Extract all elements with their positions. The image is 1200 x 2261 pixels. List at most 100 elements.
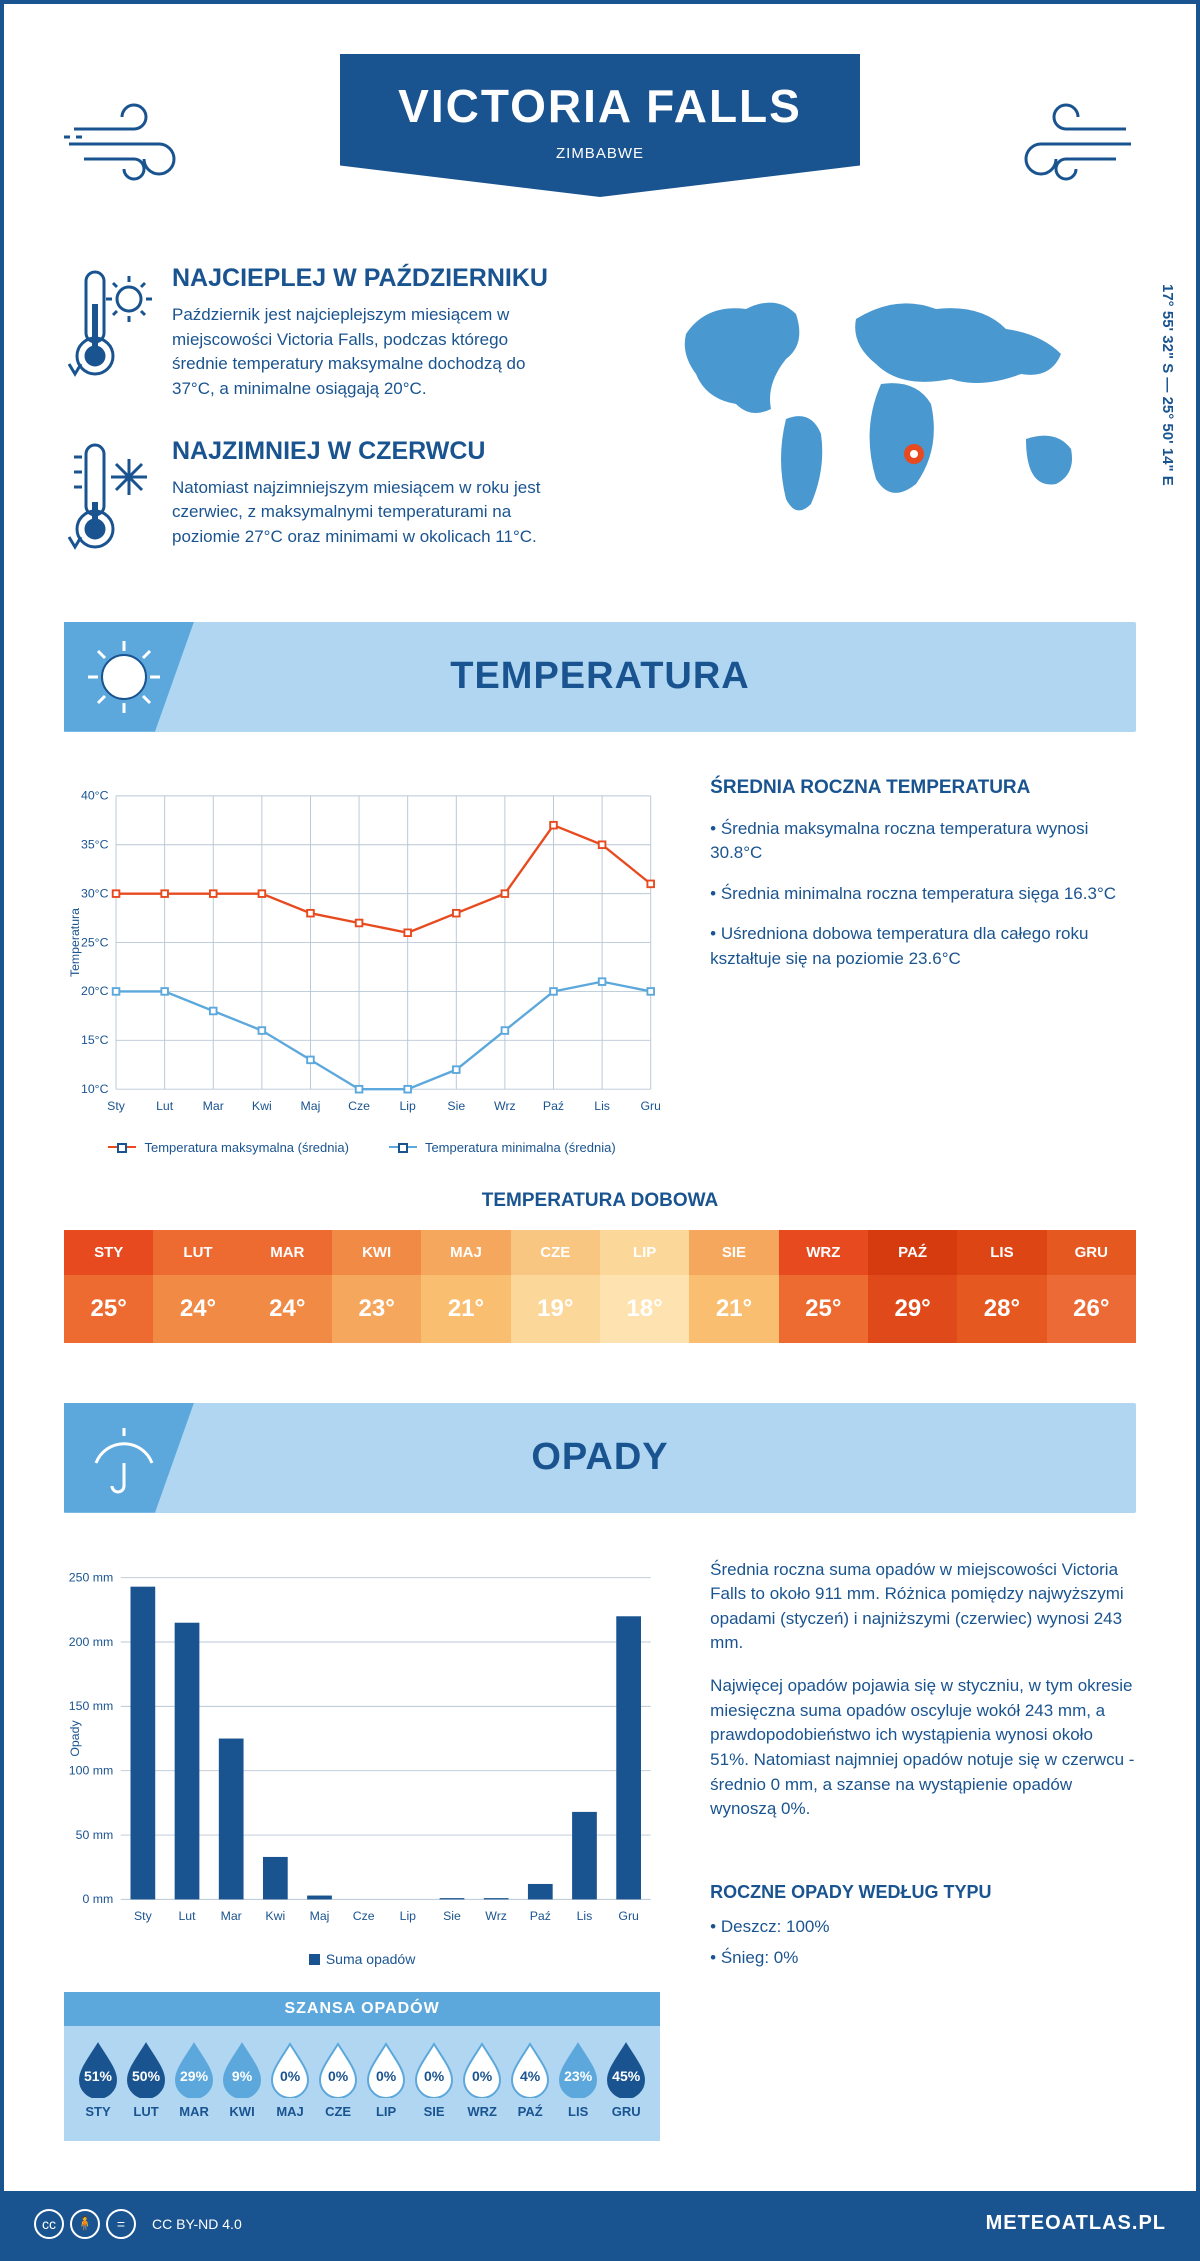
page-title: VICTORIA FALLS (340, 79, 860, 133)
world-map (656, 264, 1136, 544)
daily-month: WRZ (779, 1230, 868, 1275)
thermometer-cold-icon (64, 437, 154, 557)
nd-icon: = (106, 2209, 136, 2239)
wind-icon (986, 89, 1136, 199)
svg-text:15°C: 15°C (81, 1033, 109, 1047)
daily-value: 26° (1047, 1275, 1136, 1343)
svg-text:Gru: Gru (640, 1099, 660, 1113)
svg-text:Kwi: Kwi (252, 1099, 272, 1113)
precip-type-item: • Deszcz: 100% (710, 1915, 1136, 1940)
rain-chance-item: 29% MAR (170, 2040, 218, 2119)
legend-max: Temperatura maksymalna (średnia) (108, 1140, 348, 1155)
svg-text:200 mm: 200 mm (69, 1634, 113, 1648)
thermometer-hot-icon (64, 264, 154, 384)
temp-bullet: • Średnia minimalna roczna temperatura s… (710, 882, 1136, 907)
svg-text:Temperatura: Temperatura (68, 907, 82, 976)
rain-chance-item: 4% PAŹ (506, 2040, 554, 2119)
coordinates: 17° 55' 32" S — 25° 50' 14" E (1159, 284, 1176, 486)
precip-type-item: • Śnieg: 0% (710, 1946, 1136, 1971)
svg-text:Maj: Maj (301, 1099, 321, 1113)
rain-chance-item: 0% LIP (362, 2040, 410, 2119)
page-subtitle: ZIMBABWE (340, 145, 860, 162)
cold-summary: NAJZIMNIEJ W CZERWCU Natomiast najzimnie… (64, 437, 616, 557)
svg-text:Mar: Mar (221, 1909, 242, 1923)
footer: cc 🧍 = CC BY-ND 4.0 METEOATLAS.PL (4, 2191, 1196, 2257)
daily-month: LIP (600, 1230, 689, 1275)
svg-text:250 mm: 250 mm (69, 1570, 113, 1584)
temp-bullet: • Uśredniona dobowa temperatura dla całe… (710, 922, 1136, 971)
svg-text:Sty: Sty (134, 1909, 153, 1923)
svg-text:Sty: Sty (107, 1099, 126, 1113)
rain-chance-box: SZANSA OPADÓW 51% STY 50% LUT 29% MAR 9% (64, 1992, 660, 2141)
rain-chance-item: 51% STY (74, 2040, 122, 2119)
daily-value: 21° (689, 1275, 778, 1343)
svg-text:35°C: 35°C (81, 837, 109, 851)
rain-chance-item: 0% MAJ (266, 2040, 314, 2119)
rain-chance-item: 45% GRU (602, 2040, 650, 2119)
temperature-line-chart: 10°C15°C20°C25°C30°C35°C40°CStyLutMarKwi… (64, 777, 660, 1127)
legend-min: Temperatura minimalna (średnia) (389, 1140, 616, 1155)
daily-value: 28° (957, 1275, 1046, 1343)
daily-value: 21° (421, 1275, 510, 1343)
rain-chance-item: 50% LUT (122, 2040, 170, 2119)
hot-title: NAJCIEPLEJ W PAŹDZIERNIKU (172, 264, 552, 293)
svg-text:Lip: Lip (399, 1099, 416, 1113)
daily-month: LIS (957, 1230, 1046, 1275)
daily-value: 18° (600, 1275, 689, 1343)
svg-text:Gru: Gru (618, 1909, 639, 1923)
svg-text:Lis: Lis (577, 1909, 593, 1923)
temperature-section-banner: TEMPERATURA (64, 622, 1136, 732)
rain-chance-item: 0% WRZ (458, 2040, 506, 2119)
daily-temp-values: 25°24°24°23°21°19°18°21°25°29°28°26° (64, 1275, 1136, 1343)
hot-text: Październik jest najcieplejszym miesiące… (172, 303, 552, 402)
license-text: CC BY-ND 4.0 (152, 2216, 242, 2232)
precip-text-1: Średnia roczna suma opadów w miejscowośc… (710, 1558, 1136, 1657)
daily-value: 23° (332, 1275, 421, 1343)
daily-month: PAŹ (868, 1230, 957, 1275)
daily-month: GRU (1047, 1230, 1136, 1275)
cold-text: Natomiast najzimniejszym miesiącem w rok… (172, 476, 552, 550)
daily-month: STY (64, 1230, 153, 1275)
daily-month: LUT (153, 1230, 242, 1275)
precip-section-banner: OPADY (64, 1403, 1136, 1513)
temp-bullet: • Średnia maksymalna roczna temperatura … (710, 817, 1136, 866)
svg-text:30°C: 30°C (81, 886, 109, 900)
svg-text:Lut: Lut (178, 1909, 196, 1923)
daily-month: CZE (511, 1230, 600, 1275)
svg-text:50 mm: 50 mm (76, 1827, 114, 1841)
svg-text:25°C: 25°C (81, 935, 109, 949)
svg-text:Sie: Sie (443, 1909, 461, 1923)
by-icon: 🧍 (70, 2209, 100, 2239)
daily-month: MAJ (421, 1230, 510, 1275)
svg-text:Sie: Sie (447, 1099, 465, 1113)
umbrella-icon (84, 1418, 164, 1498)
daily-temp-header: STYLUTMARKWIMAJCZELIPSIEWRZPAŹLISGRU (64, 1230, 1136, 1275)
precipitation-bar-chart: 0 mm50 mm100 mm150 mm200 mm250 mmOpadySt… (64, 1558, 660, 1938)
rain-chance-item: 23% LIS (554, 2040, 602, 2119)
precip-text-2: Najwięcej opadów pojawia się w styczniu,… (710, 1674, 1136, 1822)
svg-text:Paź: Paź (543, 1099, 564, 1113)
svg-text:Kwi: Kwi (265, 1909, 285, 1923)
bar-legend: Suma opadów (64, 1951, 660, 1967)
daily-temp-title: TEMPERATURA DOBOWA (64, 1190, 1136, 1212)
hot-summary: NAJCIEPLEJ W PAŹDZIERNIKU Październik je… (64, 264, 616, 402)
svg-text:20°C: 20°C (81, 984, 109, 998)
svg-text:Lut: Lut (156, 1099, 174, 1113)
header: VICTORIA FALLS ZIMBABWE (64, 54, 1136, 254)
section-title: OPADY (531, 1436, 668, 1479)
svg-text:Opady: Opady (68, 1719, 82, 1756)
svg-text:40°C: 40°C (81, 788, 109, 802)
cc-icon: cc (34, 2209, 64, 2239)
daily-value: 24° (153, 1275, 242, 1343)
footer-brand: METEOATLAS.PL (986, 2212, 1166, 2235)
svg-text:Maj: Maj (310, 1909, 330, 1923)
rain-chance-item: 0% SIE (410, 2040, 458, 2119)
precip-types-heading: ROCZNE OPADY WEDŁUG TYPU (710, 1882, 1136, 1903)
svg-text:Paź: Paź (530, 1909, 551, 1923)
svg-text:Lis: Lis (594, 1099, 610, 1113)
daily-month: SIE (689, 1230, 778, 1275)
temp-avg-heading: ŚREDNIA ROCZNA TEMPERATURA (710, 777, 1136, 799)
svg-text:Mar: Mar (203, 1099, 224, 1113)
svg-text:Lip: Lip (400, 1909, 417, 1923)
svg-text:100 mm: 100 mm (69, 1763, 113, 1777)
